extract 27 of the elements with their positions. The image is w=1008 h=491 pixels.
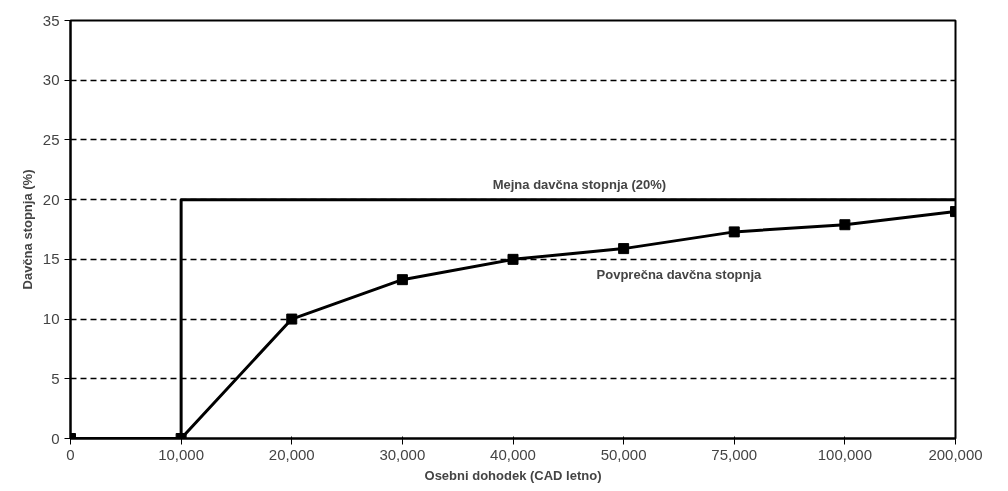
point — [396, 274, 408, 286]
point — [728, 226, 740, 238]
point — [507, 253, 519, 265]
point — [839, 219, 851, 231]
x-tick-label: 75,000 — [711, 445, 758, 463]
y-tick-label: 20 — [42, 190, 60, 208]
x-tick-label: 30,000 — [379, 445, 426, 463]
y-tick-label: 5 — [51, 369, 60, 387]
y-tick-label: 10 — [42, 310, 60, 328]
y-tick-label: 0 — [51, 429, 60, 447]
x-tick-label: 0 — [66, 445, 75, 463]
x-tick-label: 50,000 — [600, 445, 647, 463]
y-tick-label: 35 — [42, 11, 60, 29]
x-tick-label: 10,000 — [158, 445, 205, 463]
series-label: Mejna davčna stopnja (20%) — [492, 177, 667, 193]
point — [618, 243, 630, 255]
y-tick-label: 30 — [42, 71, 60, 89]
point — [286, 313, 298, 325]
x-axis-title: Osebni dohodek (CAD letno) — [424, 467, 602, 483]
series-label: Povprečna davčna stopnja — [596, 266, 763, 282]
x-tick-label: 40,000 — [490, 445, 536, 463]
y-tick-label: 15 — [42, 250, 60, 268]
x-tick-label: 100,000 — [817, 445, 872, 463]
x-tick-label: 20,000 — [268, 445, 315, 463]
y-axis-title: Davčna stopnja (%) — [19, 169, 35, 290]
y-tick-label: 25 — [42, 130, 60, 148]
x-tick-label: 200,000 — [928, 445, 983, 463]
